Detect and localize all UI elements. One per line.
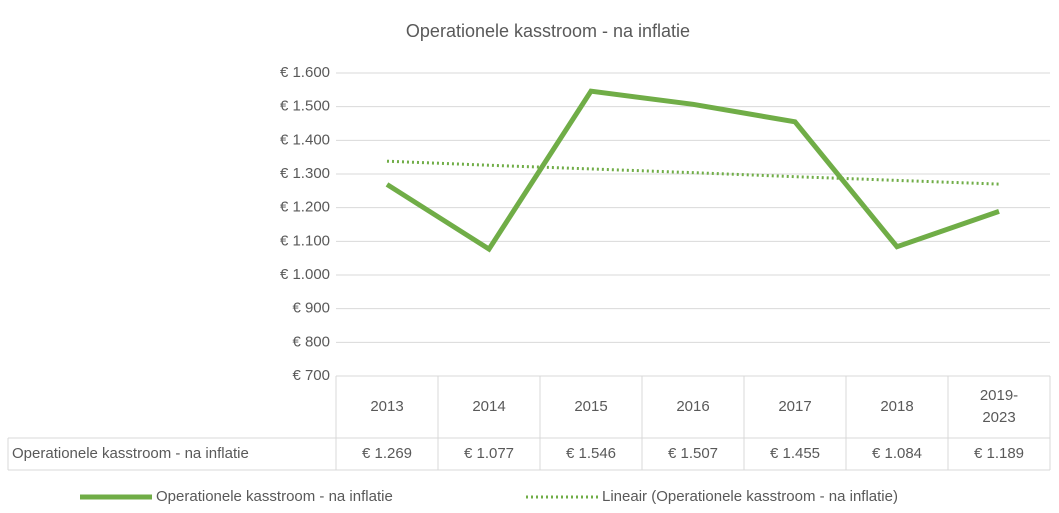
x-tick-label: 2014 bbox=[472, 398, 506, 415]
x-tick-label: 2015 bbox=[574, 398, 608, 415]
y-tick-label: € 1.600 bbox=[280, 64, 330, 81]
data-line bbox=[385, 88, 1000, 253]
y-tick-label: € 1.000 bbox=[280, 266, 330, 283]
y-tick-label: € 900 bbox=[292, 300, 330, 317]
y-tick-label: € 1.300 bbox=[280, 165, 330, 182]
y-tick-label: € 700 bbox=[292, 367, 330, 384]
y-tick-label: € 1.500 bbox=[280, 98, 330, 115]
y-tick-label: € 1.200 bbox=[280, 199, 330, 216]
table-value: € 1.189 bbox=[974, 445, 1024, 462]
trend-line bbox=[386, 159, 1000, 186]
table-value: € 1.507 bbox=[668, 445, 718, 462]
x-tick-label: 2018 bbox=[880, 398, 914, 415]
legend-label: Operationele kasstroom - na inflatie bbox=[156, 488, 393, 505]
y-tick-label: € 800 bbox=[292, 333, 330, 350]
x-tick-label: 2017 bbox=[778, 398, 812, 415]
legend-label: Lineair (Operationele kasstroom - na inf… bbox=[602, 488, 898, 505]
table-value: € 1.455 bbox=[770, 445, 820, 462]
y-tick-label: € 1.400 bbox=[280, 131, 330, 148]
x-tick-label: 2016 bbox=[676, 398, 710, 415]
table-value: € 1.077 bbox=[464, 445, 514, 462]
table-value: € 1.269 bbox=[362, 445, 412, 462]
table-row-header: Operationele kasstroom - na inflatie bbox=[12, 445, 249, 462]
y-tick-label: € 1.100 bbox=[280, 232, 330, 249]
x-tick-label: 2019-2023 bbox=[979, 387, 1019, 426]
x-tick-label: 2013 bbox=[370, 398, 404, 415]
table-value: € 1.084 bbox=[872, 445, 922, 462]
chart-title: Operationele kasstroom - na inflatie bbox=[406, 21, 690, 41]
table-value: € 1.546 bbox=[566, 445, 616, 462]
